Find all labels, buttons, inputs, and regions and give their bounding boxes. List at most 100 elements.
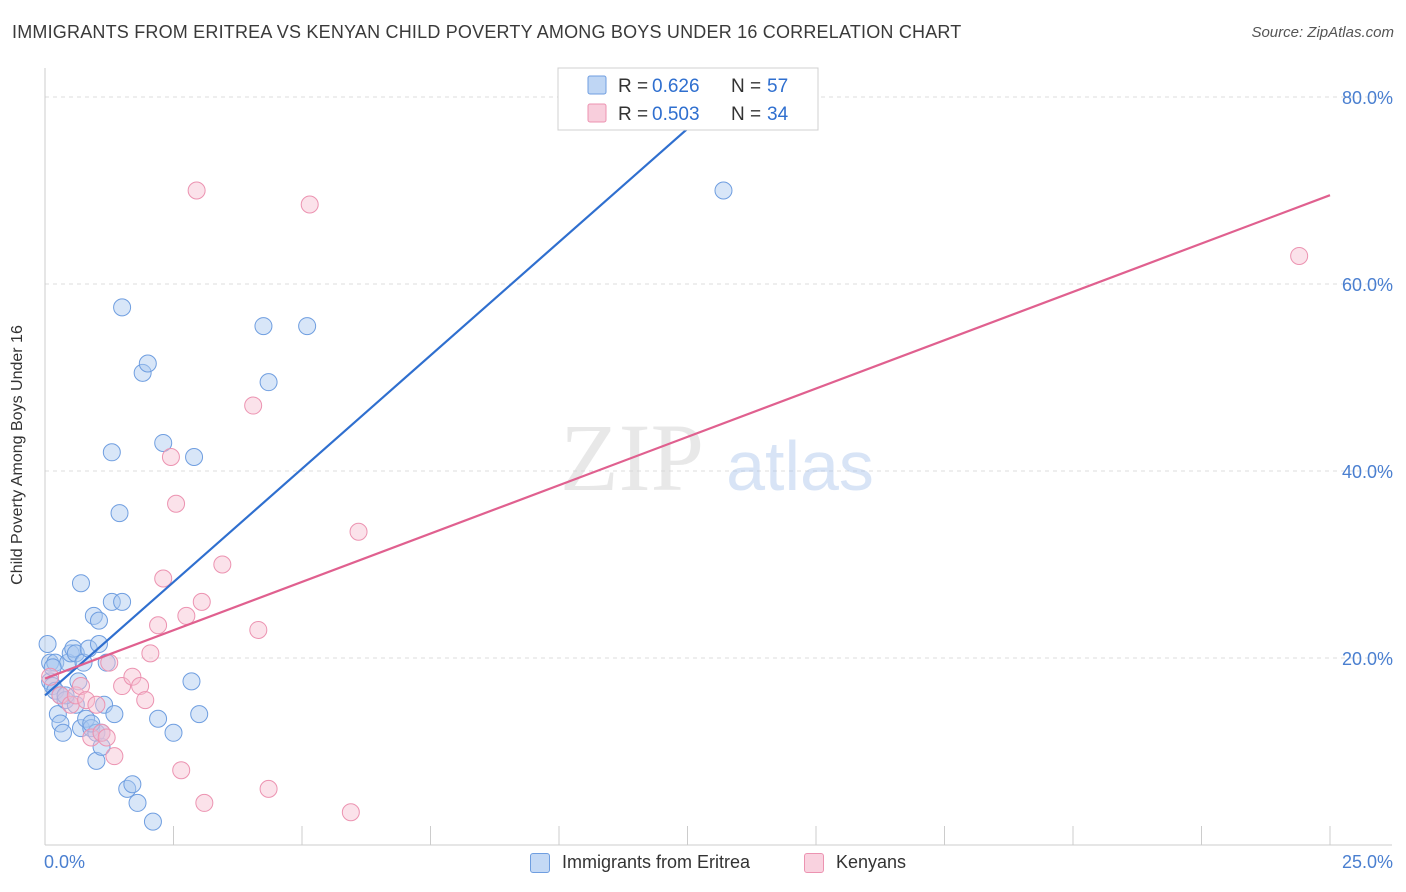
y-tick-label: 20.0% xyxy=(1342,649,1393,669)
eritrea-point xyxy=(92,737,111,756)
legend-n-value-1: 57 xyxy=(767,76,788,97)
kenyan-point xyxy=(341,803,360,822)
eritrea-point xyxy=(95,695,114,714)
legend-r-value-2: 0.503 xyxy=(652,104,700,125)
eritrea-point xyxy=(113,592,132,611)
chart-title: IMMIGRANTS FROM ERITREA VS KENYAN CHILD … xyxy=(12,22,962,42)
kenyan-point xyxy=(77,691,96,710)
kenyan-point xyxy=(71,677,90,696)
legend-item-kenyans[interactable]: Kenyans xyxy=(804,852,906,873)
kenyan-point xyxy=(87,695,106,714)
data-points xyxy=(38,181,1309,831)
legend-n-value-2: 34 xyxy=(767,104,789,125)
y-tick-label: 80.0% xyxy=(1342,88,1393,108)
legend-swatch-eritrea xyxy=(587,75,607,95)
eritrea-swatch xyxy=(530,852,550,873)
eritrea-point xyxy=(149,709,168,728)
kenyan-point xyxy=(154,569,173,588)
eritrea-point xyxy=(102,443,121,462)
kenyan-point xyxy=(195,793,214,812)
gridlines xyxy=(44,68,1392,846)
eritrea-point xyxy=(113,298,132,317)
y-tick-label: 40.0% xyxy=(1342,462,1393,482)
eritrea-point xyxy=(87,751,106,770)
eritrea-point xyxy=(133,363,152,382)
eritrea-point xyxy=(154,433,173,452)
kenyan-point xyxy=(213,555,232,574)
kenyan-point xyxy=(192,592,211,611)
legend-swatch-kenyans xyxy=(587,103,607,123)
kenyan-point xyxy=(141,644,160,663)
legend-r-value-1: 0.626 xyxy=(652,76,700,97)
eritrea-point xyxy=(164,723,183,742)
kenyan-point xyxy=(51,686,70,705)
kenyan-point xyxy=(349,522,368,541)
eritrea-point xyxy=(61,644,80,663)
x-tick-min: 0.0% xyxy=(44,852,86,872)
eritrea-point xyxy=(259,373,278,392)
eritrea-point xyxy=(64,639,83,658)
eritrea-point xyxy=(138,354,157,373)
legend-label-kenyans: Kenyans xyxy=(836,852,907,872)
eritrea-point xyxy=(110,504,129,523)
legend-label-eritrea: Immigrants from Eritrea xyxy=(562,852,751,872)
eritrea-point xyxy=(66,695,85,714)
kenyan-point xyxy=(249,620,268,639)
kenyan-point xyxy=(244,396,263,415)
legend-n-label-2: N = xyxy=(731,104,761,125)
kenyan-point xyxy=(172,761,191,780)
eritrea-point xyxy=(143,812,162,831)
kenyan-point xyxy=(105,747,124,766)
eritrea-point xyxy=(185,447,204,466)
eritrea-point xyxy=(128,793,147,812)
eritrea-point xyxy=(190,705,209,724)
kenyan-point xyxy=(97,728,116,747)
series-legend: Immigrants from Eritrea Kenyans xyxy=(0,852,1406,876)
legend-r-label-1: R = xyxy=(618,76,648,97)
eritrea-point xyxy=(102,592,121,611)
kenyans-swatch xyxy=(804,852,824,873)
eritrea-point xyxy=(714,181,733,200)
eritrea-point xyxy=(298,317,317,336)
eritrea-point xyxy=(105,705,124,724)
kenyan-point xyxy=(113,677,132,696)
eritrea-point xyxy=(53,723,72,742)
kenyan-point xyxy=(66,686,85,705)
eritrea-point xyxy=(56,686,75,705)
eritrea-point xyxy=(254,317,273,336)
kenyan-point xyxy=(1290,246,1309,265)
trend-lines xyxy=(44,96,1331,697)
correlation-legend: R = 0.626 N = 57 R = 0.503 N = 34 xyxy=(557,67,819,131)
kenyan-point xyxy=(187,181,206,200)
eritrea-point xyxy=(89,634,108,653)
legend-n-label-1: N = xyxy=(731,76,761,97)
eritrea-trend-line xyxy=(44,96,725,697)
source-label: Source: ZipAtlas.com xyxy=(1251,24,1394,41)
eritrea-point xyxy=(41,653,60,672)
eritrea-point xyxy=(46,653,65,672)
kenyan-point xyxy=(300,195,319,214)
eritrea-point xyxy=(123,775,142,794)
eritrea-point xyxy=(38,634,57,653)
y-tick-labels: 20.0% 40.0% 60.0% 80.0% xyxy=(1342,88,1393,669)
kenyan-point xyxy=(161,447,180,466)
eritrea-point xyxy=(69,672,88,691)
legend-item-eritrea[interactable]: Immigrants from Eritrea xyxy=(530,852,750,873)
kenyan-trend-line xyxy=(44,194,1331,680)
legend-r-label-2: R = xyxy=(618,104,648,125)
eritrea-point xyxy=(182,672,201,691)
kenyan-point xyxy=(123,667,142,686)
kenyan-point xyxy=(136,691,155,710)
kenyan-point xyxy=(177,606,196,625)
y-tick-label: 60.0% xyxy=(1342,275,1393,295)
x-tick-max: 25.0% xyxy=(1341,852,1393,872)
kenyan-point xyxy=(149,616,168,635)
watermark-atlas: atlas xyxy=(726,427,874,505)
eritrea-point xyxy=(89,611,108,630)
kenyan-point xyxy=(167,494,186,513)
kenyan-point xyxy=(82,728,101,747)
eritrea-point xyxy=(71,574,90,593)
eritrea-point xyxy=(82,714,101,733)
kenyan-point xyxy=(131,677,150,696)
